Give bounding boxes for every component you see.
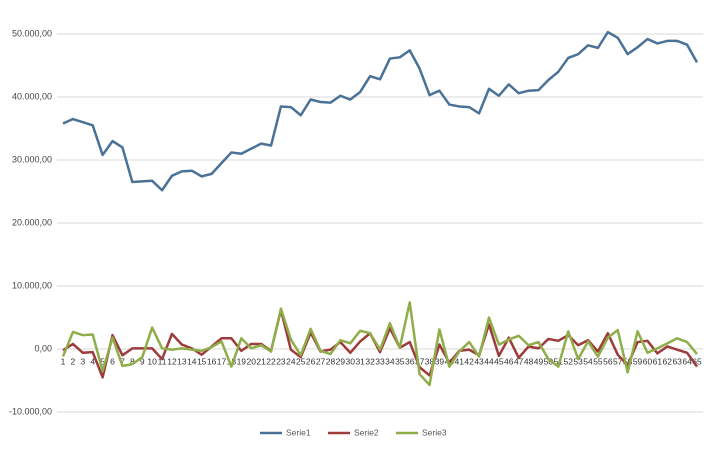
x-tick-label: 26 bbox=[306, 356, 316, 366]
x-tick-label: 60 bbox=[643, 356, 653, 366]
x-tick-label: 23 bbox=[276, 356, 286, 366]
x-tick-label: 25 bbox=[296, 356, 306, 366]
y-tick-label: 20.000,00 bbox=[12, 217, 52, 227]
x-tick-label: 27 bbox=[316, 356, 326, 366]
x-tick-label: 58 bbox=[623, 356, 633, 366]
x-tick-label: 24 bbox=[286, 356, 296, 366]
x-tick-label: 43 bbox=[474, 356, 484, 366]
x-tick-label: 15 bbox=[197, 356, 207, 366]
y-tick-label: 0,00 bbox=[34, 343, 52, 353]
x-tick-label: 1 bbox=[61, 356, 66, 366]
y-tick-label: 30.000,00 bbox=[12, 154, 52, 164]
x-tick-label: 41 bbox=[455, 356, 465, 366]
x-tick-label: 45 bbox=[494, 356, 504, 366]
x-tick-label: 57 bbox=[613, 356, 623, 366]
x-tick-label: 29 bbox=[336, 356, 346, 366]
x-tick-label: 18 bbox=[227, 356, 237, 366]
x-tick-label: 51 bbox=[554, 356, 564, 366]
x-tick-label: 32 bbox=[365, 356, 375, 366]
x-tick-label: 65 bbox=[692, 356, 702, 366]
x-tick-label: 48 bbox=[524, 356, 534, 366]
x-tick-label: 14 bbox=[187, 356, 197, 366]
x-tick-label: 19 bbox=[237, 356, 247, 366]
x-tick-label: 59 bbox=[633, 356, 643, 366]
x-tick-label: 5 bbox=[100, 356, 105, 366]
x-tick-label: 8 bbox=[130, 356, 135, 366]
x-tick-label: 22 bbox=[266, 356, 276, 366]
x-tick-label: 31 bbox=[355, 356, 365, 366]
x-tick-label: 6 bbox=[110, 356, 115, 366]
x-tick-label: 55 bbox=[593, 356, 603, 366]
x-tick-label: 53 bbox=[573, 356, 583, 366]
legend-label: Serie3 bbox=[422, 427, 447, 437]
legend-label: Serie1 bbox=[286, 427, 311, 437]
x-tick-label: 36 bbox=[405, 356, 415, 366]
x-tick-label: 62 bbox=[663, 356, 673, 366]
y-tick-label: 50.000,00 bbox=[12, 28, 52, 38]
x-tick-label: 21 bbox=[256, 356, 266, 366]
x-tick-label: 34 bbox=[385, 356, 395, 366]
y-tick-label: -10.000,00 bbox=[9, 406, 52, 416]
x-tick-label: 49 bbox=[534, 356, 544, 366]
x-tick-label: 39 bbox=[435, 356, 445, 366]
x-tick-label: 20 bbox=[246, 356, 256, 366]
x-tick-label: 63 bbox=[672, 356, 682, 366]
x-tick-label: 4 bbox=[90, 356, 95, 366]
x-tick-label: 37 bbox=[415, 356, 425, 366]
x-tick-label: 38 bbox=[425, 356, 435, 366]
x-tick-label: 64 bbox=[682, 356, 692, 366]
x-tick-label: 3 bbox=[80, 356, 85, 366]
y-tick-label: 10.000,00 bbox=[12, 280, 52, 290]
x-tick-label: 28 bbox=[326, 356, 336, 366]
series-line bbox=[61, 301, 698, 387]
x-tick-label: 54 bbox=[583, 356, 593, 366]
x-tick-label: 42 bbox=[464, 356, 474, 366]
y-tick-label: 40.000,00 bbox=[12, 91, 52, 101]
series-line bbox=[62, 30, 699, 192]
x-tick-label: 17 bbox=[217, 356, 227, 366]
x-tick-label: 50 bbox=[544, 356, 554, 366]
x-tick-label: 61 bbox=[653, 356, 663, 366]
series-line bbox=[62, 308, 699, 379]
x-tick-label: 56 bbox=[603, 356, 613, 366]
x-tick-label: 30 bbox=[346, 356, 356, 366]
x-tick-label: 16 bbox=[207, 356, 217, 366]
x-tick-label: 44 bbox=[484, 356, 494, 366]
x-tick-label: 7 bbox=[120, 356, 125, 366]
x-tick-label: 46 bbox=[504, 356, 514, 366]
x-tick-label: 35 bbox=[395, 356, 405, 366]
x-tick-label: 10 bbox=[147, 356, 157, 366]
x-tick-label: 52 bbox=[563, 356, 573, 366]
x-tick-label: 9 bbox=[140, 356, 145, 366]
x-tick-label: 2 bbox=[71, 356, 76, 366]
x-tick-label: 33 bbox=[375, 356, 385, 366]
x-tick-label: 12 bbox=[167, 356, 177, 366]
legend-label: Serie2 bbox=[354, 427, 379, 437]
x-tick-label: 11 bbox=[158, 356, 167, 366]
x-tick-label: 47 bbox=[514, 356, 524, 366]
x-tick-label: 13 bbox=[177, 356, 187, 366]
